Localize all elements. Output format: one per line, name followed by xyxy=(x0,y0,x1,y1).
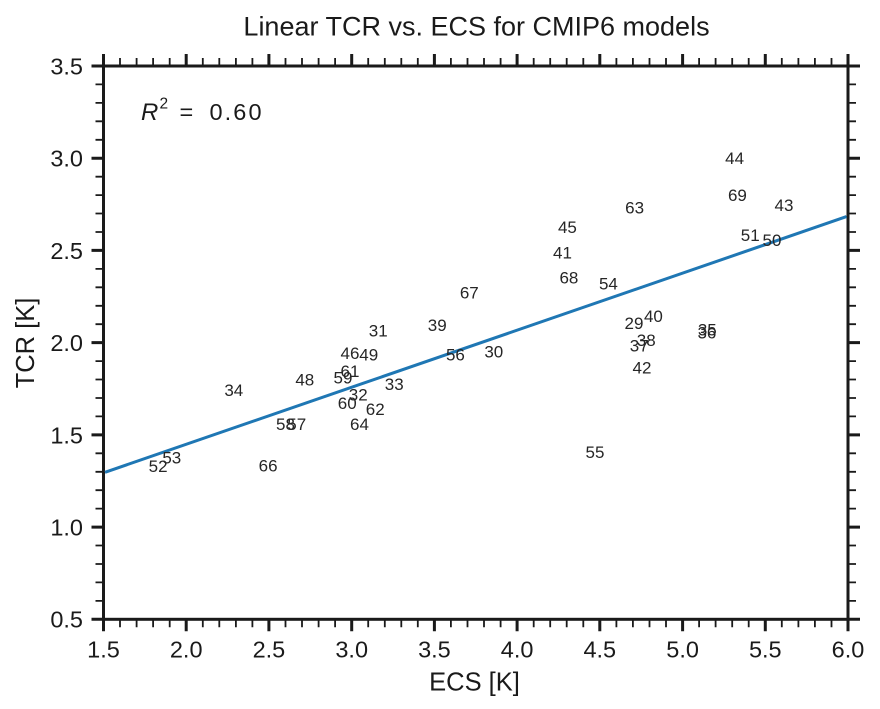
svg-text:41: 41 xyxy=(553,244,572,263)
svg-text:45: 45 xyxy=(558,218,577,237)
svg-text:6.0: 6.0 xyxy=(832,637,865,663)
svg-text:59: 59 xyxy=(334,369,353,388)
svg-text:1.5: 1.5 xyxy=(87,637,120,663)
svg-text:60: 60 xyxy=(338,394,357,413)
svg-text:40: 40 xyxy=(644,307,663,326)
svg-text:2.0: 2.0 xyxy=(50,330,83,356)
svg-text:3.0: 3.0 xyxy=(50,146,83,172)
svg-text:56: 56 xyxy=(446,346,465,365)
svg-text:3.0: 3.0 xyxy=(335,637,368,663)
svg-text:2.5: 2.5 xyxy=(50,238,83,264)
svg-text:49: 49 xyxy=(359,345,378,364)
svg-text:43: 43 xyxy=(775,196,794,215)
svg-text:39: 39 xyxy=(428,316,447,335)
svg-text:55: 55 xyxy=(586,443,605,462)
svg-text:29: 29 xyxy=(625,314,644,333)
svg-text:68: 68 xyxy=(559,268,578,287)
svg-text:1.5: 1.5 xyxy=(50,422,83,448)
svg-text:3.5: 3.5 xyxy=(50,53,83,79)
svg-text:2.5: 2.5 xyxy=(253,637,286,663)
svg-text:63: 63 xyxy=(625,199,644,218)
svg-text:67: 67 xyxy=(460,284,479,303)
svg-text:64: 64 xyxy=(350,415,369,434)
svg-text:44: 44 xyxy=(725,149,744,168)
svg-text:0.5: 0.5 xyxy=(50,607,83,633)
svg-text:62: 62 xyxy=(366,400,385,419)
svg-text:TCR [K]: TCR [K] xyxy=(12,298,40,389)
svg-text:57: 57 xyxy=(287,415,306,434)
svg-text:34: 34 xyxy=(224,381,243,400)
svg-text:5.5: 5.5 xyxy=(749,637,782,663)
svg-text:38: 38 xyxy=(637,331,656,350)
svg-text:42: 42 xyxy=(633,359,652,378)
svg-text:35: 35 xyxy=(698,320,717,339)
svg-text:32: 32 xyxy=(349,385,368,404)
svg-text:37: 37 xyxy=(630,337,649,356)
svg-text:51: 51 xyxy=(741,226,760,245)
svg-text:1.0: 1.0 xyxy=(50,515,83,541)
svg-text:52: 52 xyxy=(149,457,168,476)
svg-text:4.5: 4.5 xyxy=(583,637,616,663)
svg-text:61: 61 xyxy=(341,362,360,381)
svg-text:31: 31 xyxy=(369,322,388,341)
svg-text:3.5: 3.5 xyxy=(418,637,451,663)
svg-text:66: 66 xyxy=(259,457,278,476)
svg-text:36: 36 xyxy=(697,324,716,343)
svg-text:5.0: 5.0 xyxy=(666,637,699,663)
svg-text:54: 54 xyxy=(599,275,618,294)
svg-text:33: 33 xyxy=(385,375,404,394)
svg-text:46: 46 xyxy=(341,344,360,363)
svg-text:ECS [K]: ECS [K] xyxy=(429,669,520,697)
svg-text:50: 50 xyxy=(763,231,782,250)
svg-text:4.0: 4.0 xyxy=(501,637,534,663)
svg-text:58: 58 xyxy=(276,415,295,434)
svg-text:48: 48 xyxy=(295,371,314,390)
svg-text:53: 53 xyxy=(162,448,181,467)
svg-text:30: 30 xyxy=(484,342,503,361)
svg-text:69: 69 xyxy=(728,186,747,205)
svg-text:Linear TCR vs. ECS for CMIP6 m: Linear TCR vs. ECS for CMIP6 models xyxy=(243,12,709,42)
svg-text:2.0: 2.0 xyxy=(170,637,203,663)
svg-text:R2=0.60: R2 = 0.60 xyxy=(141,95,264,126)
